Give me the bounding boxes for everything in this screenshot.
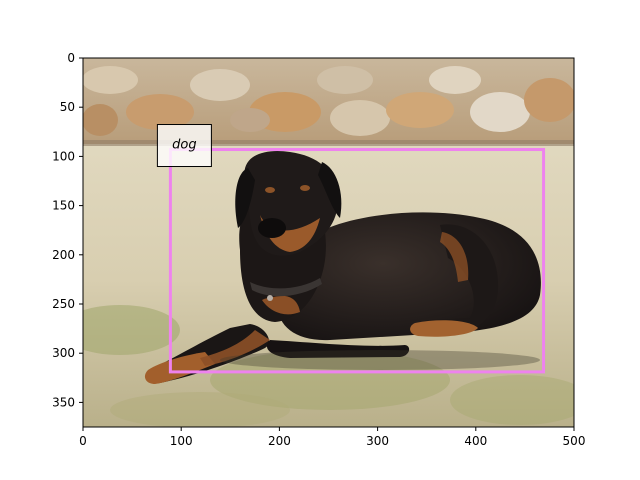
y-tick-label: 200 [52,248,75,262]
axis-ticks: 0 100 200 300 400 500 0 50 100 150 200 250 300 350 [52,51,585,448]
detections-layer: dog [156,124,546,374]
axes-frame [82,57,575,428]
y-tick-label: 250 [52,297,75,311]
x-tick-label: 200 [268,434,291,448]
label-box [156,124,212,168]
grass-patch [110,392,290,427]
y-tick-label: 100 [52,149,75,163]
grass-patch [450,375,574,425]
bounding-box-dog [168,148,546,374]
dog-figure [144,150,541,384]
grass-patch [210,350,450,410]
label-text: dog [172,138,196,153]
y-tick-label: 0 [67,51,75,65]
dog-shadow [220,350,540,370]
x-tick-label: 300 [366,434,389,448]
x-tick-label: 400 [464,434,487,448]
x-tick-label: 0 [79,434,87,448]
x-tick-label: 500 [563,434,586,448]
photo [83,58,574,427]
x-tick-label: 100 [170,434,193,448]
grass-patch [83,305,180,355]
y-tick-label: 300 [52,346,75,360]
wall-stones [83,66,574,136]
y-tick-label: 150 [52,199,75,213]
y-tick-label: 50 [60,100,75,114]
y-tick-label: 350 [52,395,75,409]
wall-base-shadow [83,140,574,146]
